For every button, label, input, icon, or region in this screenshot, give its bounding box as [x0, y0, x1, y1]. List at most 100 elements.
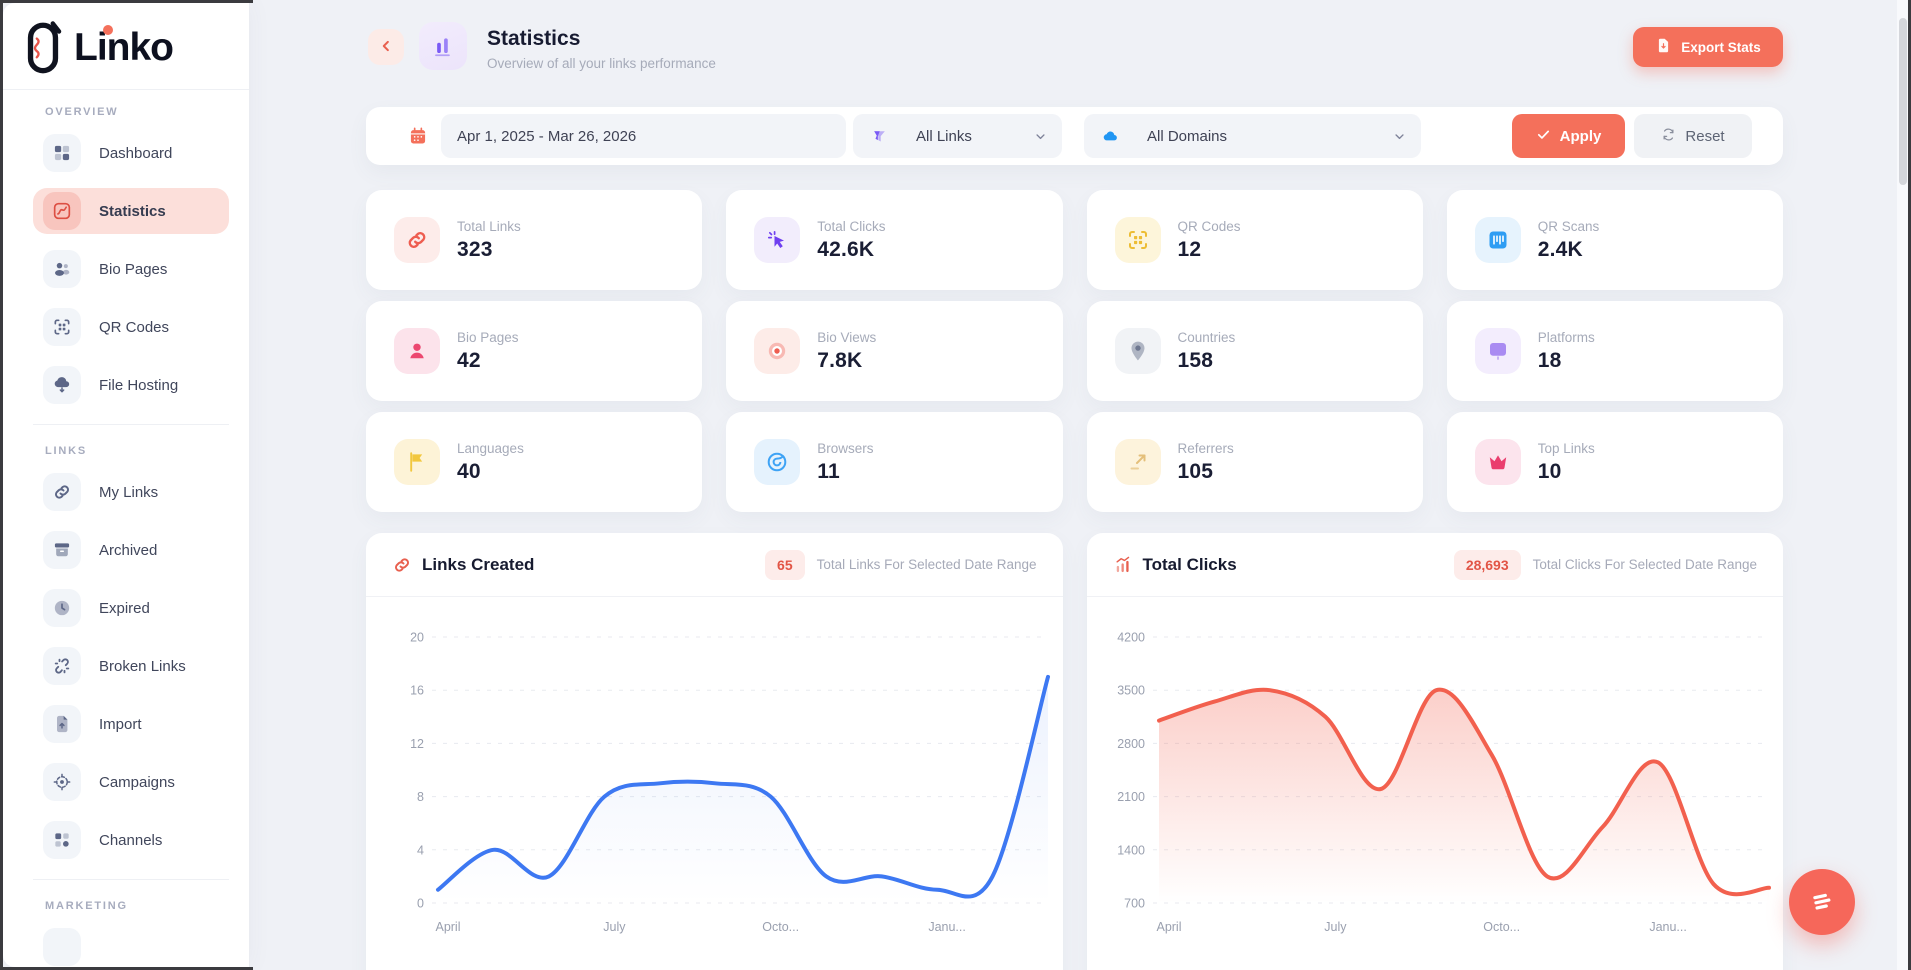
reset-label: Reset [1685, 127, 1725, 145]
svg-text:Janu...: Janu... [928, 920, 966, 934]
sidebar-item-label: Archived [99, 541, 158, 559]
stat-label: Bio Views [817, 329, 877, 345]
stat-value: 18 [1537, 348, 1562, 372]
clock-icon [43, 589, 81, 627]
domains-filter-select[interactable]: All Domains [1084, 114, 1421, 158]
user-icon [394, 328, 440, 374]
monitor-icon [1474, 328, 1521, 374]
stat-value: 10 [1537, 459, 1562, 483]
reset-button[interactable]: Reset [1634, 114, 1752, 158]
stat-card-total-clicks: Total Clicks 42.6K [726, 190, 1063, 290]
sidebar-item-label: File Hosting [99, 376, 179, 394]
export-stats-button[interactable]: Export Stats [1633, 27, 1783, 67]
date-range-value: Apr 1, 2025 - Mar 26, 2026 [457, 127, 637, 145]
refresh-icon [1661, 127, 1676, 146]
cloud-icon [1102, 128, 1119, 145]
sidebar-item-campaigns[interactable]: Campaigns [33, 759, 229, 805]
broken-link-icon [43, 647, 81, 685]
sidebar-item-label: Statistics [99, 202, 166, 220]
sidebar-item-bio-pages[interactable]: Bio Pages [33, 246, 229, 292]
svg-text:Octo...: Octo... [1483, 920, 1520, 934]
scrollbar-thumb[interactable] [1899, 18, 1907, 185]
apply-button[interactable]: Apply [1512, 114, 1625, 158]
svg-text:1400: 1400 [1117, 843, 1145, 857]
link-icon [394, 217, 440, 263]
stat-card-top-links: Top Links 10 [1446, 412, 1783, 512]
chart-header: Total Clicks 28,693 Total Clicks For Sel… [1086, 533, 1783, 597]
total-clicks-area-chart: 700 1400 2100 2800 3500 4200 April July Octo... J… [1117, 631, 1771, 934]
sidebar-item-label: Import [99, 715, 142, 733]
chart-growth-icon [1113, 555, 1133, 575]
sidebar-item-file-hosting[interactable]: File Hosting [33, 362, 229, 408]
dashboard-icon [43, 134, 81, 172]
svg-text:20: 20 [410, 631, 424, 645]
sidebar-nav: OVERVIEW Dashboard Statistics Bio Pages QR C… [3, 90, 249, 967]
stats-grid: Total Links 323 Total Clicks 42.6K QR Codes 1… [366, 190, 1783, 512]
sidebar-item-qr-codes[interactable]: QR Codes [33, 304, 229, 350]
links-created-line-chart: 0 4 8 12 16 20 April July Octo... Janu... [410, 631, 1050, 934]
svg-text:16: 16 [410, 684, 424, 698]
scrollbar-track[interactable] [1897, 0, 1908, 970]
stat-value: 42.6K [817, 237, 875, 261]
export-doc-icon [1655, 37, 1672, 57]
funnel-icon [871, 128, 888, 145]
fab-menu-button[interactable] [1789, 869, 1855, 935]
window-edge-top [0, 0, 253, 3]
live-dot-icon [754, 328, 801, 374]
date-range-input[interactable]: Apr 1, 2025 - Mar 26, 2026 [441, 114, 846, 158]
sidebar: Linko OVERVIEW Dashboard Statistics Bio Pag… [3, 3, 250, 967]
links-filter-select[interactable]: All Links [853, 114, 1062, 158]
stat-value: 158 [1177, 348, 1214, 372]
logo[interactable]: Linko [3, 3, 249, 89]
cloud-download-icon [43, 366, 81, 404]
back-button[interactable] [368, 29, 404, 65]
stat-card-countries: Countries 158 [1086, 301, 1423, 401]
flag-icon [394, 439, 440, 485]
sidebar-item-broken-links[interactable]: Broken Links [33, 643, 229, 689]
charts-row: Links Created 65 Total Links For Selecte… [366, 533, 1783, 970]
sidebar-item-dashboard[interactable]: Dashboard [33, 130, 229, 176]
sidebar-section-overview: OVERVIEW Dashboard Statistics Bio Pages QR C… [33, 106, 229, 408]
barcode-icon [1474, 217, 1521, 263]
svg-text:4200: 4200 [1117, 631, 1145, 645]
stat-value: 12 [1177, 237, 1202, 261]
svg-text:3500: 3500 [1117, 684, 1145, 698]
sidebar-item-expired[interactable]: Expired [33, 585, 229, 631]
stat-label: QR Scans [1537, 218, 1600, 234]
svg-text:700: 700 [1124, 897, 1145, 911]
chart-title: Links Created [422, 554, 535, 574]
stat-card-platforms: Platforms 18 [1446, 301, 1783, 401]
sidebar-item-statistics[interactable]: Statistics [33, 188, 229, 234]
stat-value: 7.8K [817, 348, 863, 372]
channels-icon [43, 821, 81, 859]
sidebar-item-import[interactable]: Import [33, 701, 229, 747]
crown-icon [1474, 439, 1521, 485]
stat-card-qr-codes: QR Codes 12 [1086, 190, 1423, 290]
map-pin-icon [1114, 328, 1161, 374]
sidebar-item-channels[interactable]: Channels [33, 817, 229, 863]
window-edge-bottom [0, 967, 253, 970]
menu-lines-icon [1807, 886, 1837, 919]
qr-code-icon [43, 308, 81, 346]
export-label: Export Stats [1681, 39, 1761, 55]
stat-label: QR Codes [1177, 218, 1241, 234]
sidebar-item-label: Expired [99, 599, 150, 617]
filter-bar: Apr 1, 2025 - Mar 26, 2026 All Links All… [366, 107, 1783, 165]
target-icon [43, 763, 81, 801]
stat-label: Countries [1177, 329, 1236, 345]
svg-text:2100: 2100 [1117, 790, 1145, 804]
logo-text: Linko [74, 24, 174, 69]
cursor-click-icon [754, 217, 801, 263]
nav-section-label: MARKETING [45, 900, 128, 912]
stat-card-qr-scans: QR Scans 2.4K [1446, 190, 1783, 290]
stat-label: Languages [457, 440, 524, 456]
sidebar-item-my-links[interactable]: My Links [33, 469, 229, 515]
sidebar-item-label: QR Codes [99, 318, 170, 336]
sidebar-item-archived[interactable]: Archived [33, 527, 229, 573]
chart-caption: Total Links For Selected Date Range [816, 557, 1037, 572]
sidebar-item-partial[interactable] [33, 924, 229, 967]
external-link-icon [1114, 439, 1161, 485]
total-clicks-chart-card: Total Clicks 28,693 Total Clicks For Sel… [1086, 533, 1783, 970]
chart-title: Total Clicks [1142, 554, 1237, 574]
